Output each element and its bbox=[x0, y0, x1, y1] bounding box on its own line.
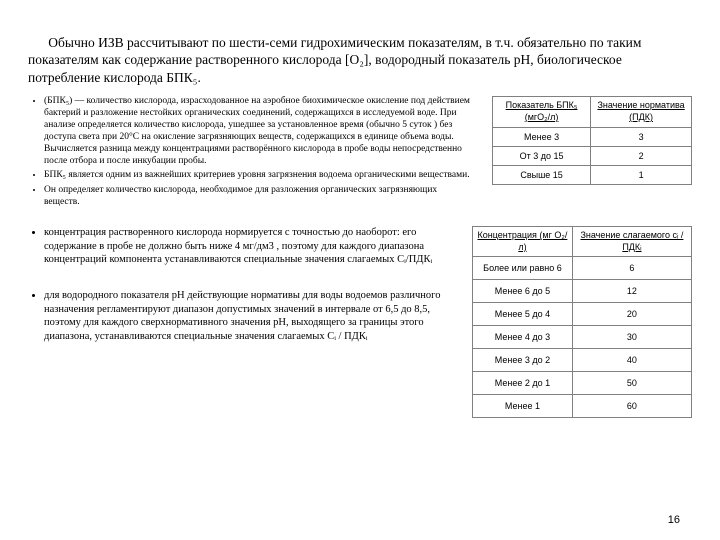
table-header: Показатель БПК₅ (мгО₂/л) bbox=[493, 97, 591, 127]
table-header: Значение норматива (ПДК) bbox=[591, 97, 692, 127]
table-row: Менее 6 до 512 bbox=[473, 280, 692, 303]
table-row: От 3 до 15 2 bbox=[493, 146, 692, 165]
bullet-list-2: концентрация растворенного кислорода нор… bbox=[28, 226, 452, 365]
table-row: Менее 3 до 240 bbox=[473, 349, 692, 372]
concentration-table: Концентрация (мг О₂/л) Значение слагаемо… bbox=[472, 226, 692, 418]
table-row: Менее 4 до 330 bbox=[473, 326, 692, 349]
list-item: (БПК₅) — количество кислорода, израсходо… bbox=[44, 96, 472, 167]
table-row: Более или равно 66 bbox=[473, 257, 692, 280]
table-row: Менее 5 до 420 bbox=[473, 303, 692, 326]
intro-paragraph: Обычно ИЗВ рассчитывают по шести-семи ги… bbox=[28, 34, 692, 87]
bullet-list-1: (БПК₅) — количество кислорода, израсходо… bbox=[28, 96, 472, 212]
list-item: для водородного показателя pH действующи… bbox=[44, 289, 452, 344]
bpk-table: Показатель БПК₅ (мгО₂/л) Значение нормат… bbox=[492, 96, 692, 184]
table-row: Менее 3 3 bbox=[493, 127, 692, 146]
table-row: Менее 2 до 150 bbox=[473, 372, 692, 395]
page-number: 16 bbox=[668, 514, 680, 526]
list-item: Он определяет количество кислорода, необ… bbox=[44, 185, 472, 209]
list-item: БПК₅ является одним из важнейших критери… bbox=[44, 170, 472, 182]
table-header: Значение слагаемого cᵢ / ПДКᵢ bbox=[572, 227, 691, 257]
table-header: Концентрация (мг О₂/л) bbox=[473, 227, 573, 257]
table-row: Свыше 15 1 bbox=[493, 165, 692, 184]
table-row: Менее 160 bbox=[473, 395, 692, 418]
list-item: концентрация растворенного кислорода нор… bbox=[44, 226, 452, 267]
